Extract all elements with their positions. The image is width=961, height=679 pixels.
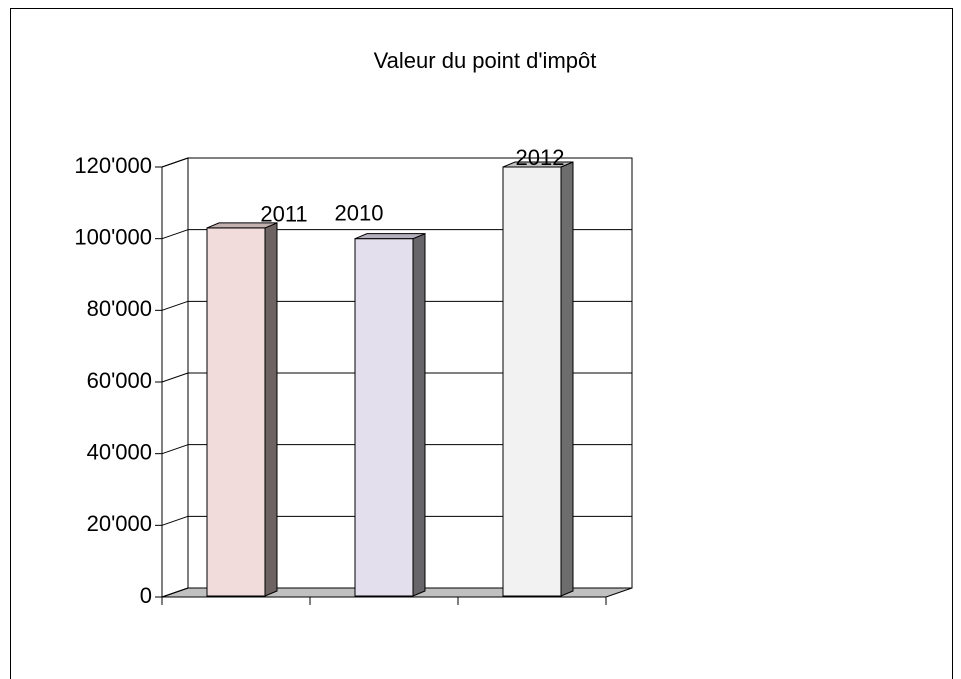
data-label: 2011 [260,202,307,227]
y-tick-label: 40'000 [87,439,152,464]
y-tick-depth [161,515,189,526]
y-tick-depth [161,372,189,383]
y-tick-label: 0 [140,583,152,608]
bar-side [560,161,574,597]
y-tick-depth [161,444,189,455]
data-label: 2012 [516,145,565,170]
y-tick-label: 20'000 [87,511,152,536]
y-tick-label: 60'000 [87,368,152,393]
bar-top [354,233,426,240]
y-tick-label: 100'000 [74,224,152,249]
y-tick-depth [161,229,189,240]
y-tick-depth [161,300,189,311]
chart-title: Valeur du point d'impôt [374,48,597,73]
bar-side [412,232,426,597]
bar-top [206,222,278,229]
bar [354,238,414,597]
bar [502,166,562,597]
data-label: 2010 [335,200,384,225]
bar-side [264,222,278,597]
bar-top [502,161,574,168]
y-tick-depth [161,587,189,598]
y-tick-label: 80'000 [87,296,152,321]
y-tick-label: 120'000 [74,153,152,178]
bar [206,227,266,597]
y-tick-depth [161,157,189,168]
